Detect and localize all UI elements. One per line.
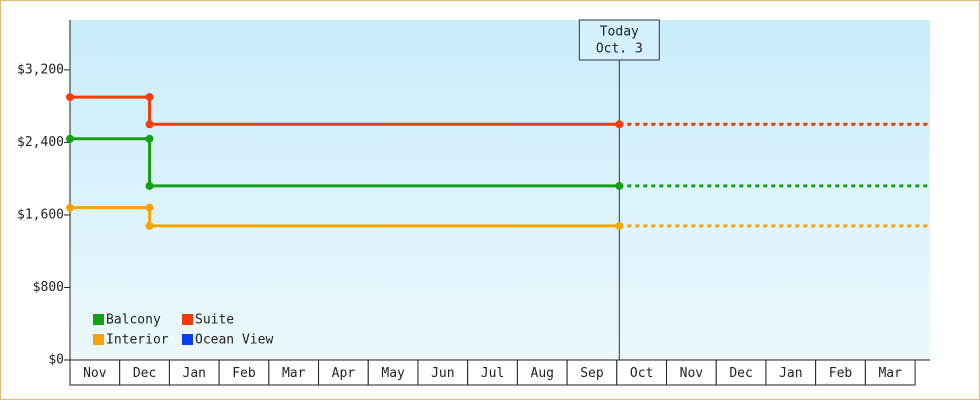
month-cell	[864, 359, 916, 386]
legend-swatch	[182, 314, 193, 325]
legend-swatch	[182, 334, 193, 345]
legend-label: Balcony	[106, 313, 161, 328]
point	[615, 120, 624, 129]
point	[145, 93, 154, 102]
plot-area	[70, 20, 930, 360]
x-tick-label: Jul	[481, 366, 504, 381]
point	[66, 134, 74, 143]
x-tick-label: Dec	[133, 366, 156, 381]
legend-label: Suite	[195, 313, 234, 328]
month-cell	[168, 359, 220, 386]
series-line	[70, 95, 620, 126]
x-tick-label: May	[381, 366, 405, 381]
y-tick-label: $1,600	[17, 207, 64, 222]
y-tick-label: $3,200	[17, 62, 64, 77]
x-tick-label: Mar	[282, 366, 306, 381]
today-box	[578, 19, 660, 61]
point	[145, 134, 154, 143]
x-tick-label: Feb	[232, 366, 256, 381]
series-line	[70, 137, 620, 188]
month-cell	[666, 359, 717, 386]
x-tick-label: Feb	[829, 366, 853, 381]
series-line	[70, 206, 620, 228]
x-tick-label: Dec	[729, 366, 752, 381]
month-cell	[268, 359, 320, 386]
point	[66, 203, 74, 212]
x-tick-label: Sep	[580, 366, 604, 381]
month-cell	[218, 359, 270, 386]
legend-swatch	[93, 314, 104, 325]
month-cell	[417, 359, 469, 386]
point	[66, 93, 74, 102]
today-label: Today	[600, 25, 639, 40]
today-label: Oct. 3	[596, 42, 643, 57]
y-tick-label: $800	[33, 280, 64, 295]
month-cell	[516, 359, 568, 386]
month-cell	[815, 359, 866, 386]
x-tick-label: Aug	[531, 366, 554, 381]
x-tick-label: Nov	[83, 366, 107, 381]
x-tick-label: Nov	[680, 366, 704, 381]
point	[145, 120, 154, 129]
point	[145, 203, 154, 212]
y-tick-label: $2,400	[17, 135, 64, 150]
month-cell	[765, 359, 817, 386]
y-tick-label: $0	[48, 353, 64, 368]
x-tick-label: Jan	[183, 366, 206, 381]
x-tick-label: Apr	[332, 366, 356, 381]
month-cell	[119, 359, 170, 386]
x-tick-label: Jan	[779, 366, 802, 381]
month-cell	[69, 359, 121, 386]
point	[615, 181, 624, 190]
point	[615, 221, 624, 230]
legend-label: Ocean View	[195, 333, 273, 348]
legend-swatch	[93, 334, 104, 345]
point	[145, 181, 154, 190]
x-tick-label: Jun	[431, 366, 454, 381]
x-tick-label: Mar	[878, 366, 902, 381]
point	[145, 221, 154, 230]
month-cell	[616, 359, 668, 386]
x-tick-label: Oct	[630, 366, 653, 381]
legend-label: Interior	[106, 333, 169, 348]
